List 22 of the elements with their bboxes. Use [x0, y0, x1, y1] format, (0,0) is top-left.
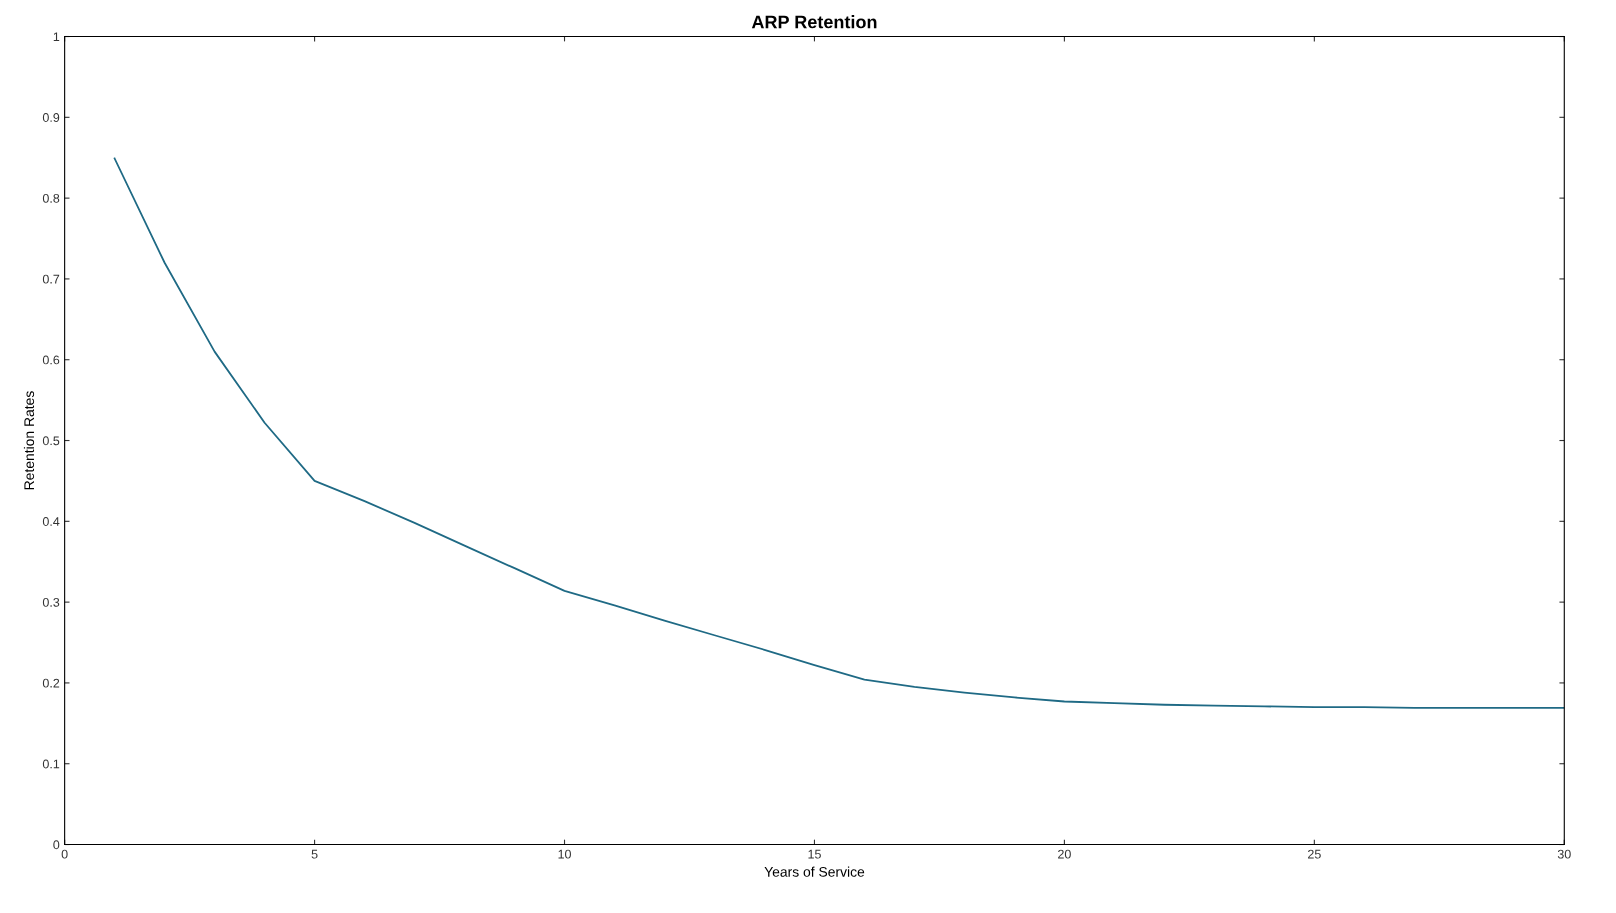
x-tick-label: 0	[61, 849, 68, 859]
x-tick-label: 25	[1308, 849, 1321, 859]
x-axis-title: Years of Service	[764, 866, 865, 877]
y-tick-label: 0.8	[42, 193, 60, 203]
y-tick-label: 0.7	[42, 274, 60, 284]
y-tick-label: 0.6	[42, 355, 60, 365]
x-tick-label: 10	[558, 849, 571, 859]
y-tick-label: 0.2	[42, 678, 60, 688]
y-axis-title: Retention Rates	[23, 391, 35, 490]
y-tick-label: 0.4	[42, 517, 60, 526]
y-tick-label: 0.1	[42, 759, 60, 769]
x-tick-label: 30	[1557, 849, 1571, 859]
y-tick-label: 1	[53, 32, 60, 42]
y-tick-label: 0.9	[42, 113, 60, 122]
x-tick-label: 15	[808, 849, 821, 859]
chart-title: ARP Retention	[751, 15, 877, 29]
x-tick-label: 5	[311, 849, 318, 859]
y-tick-label: 0	[53, 840, 60, 850]
line-series	[113, 157, 1565, 709]
y-tick-label: 0.3	[42, 597, 60, 607]
y-tick-label: 0.5	[42, 436, 60, 446]
x-tick-label: 20	[1058, 849, 1071, 859]
